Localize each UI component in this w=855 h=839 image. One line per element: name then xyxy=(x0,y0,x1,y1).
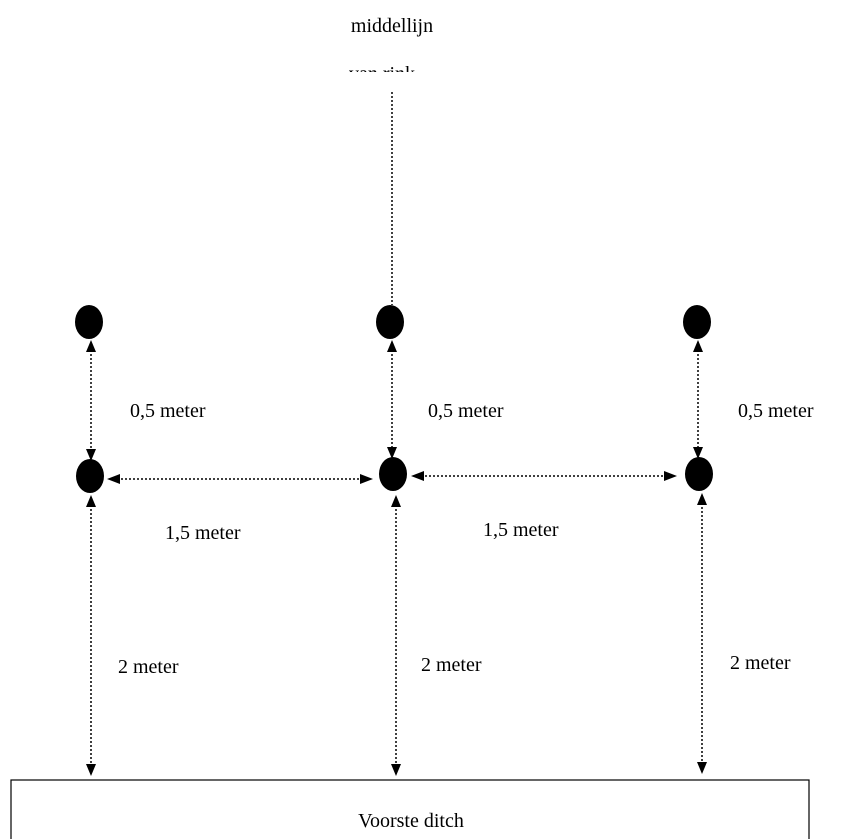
dot-top-right xyxy=(683,305,711,339)
label-vertical-large-left: 2 meter xyxy=(118,656,179,678)
label-vertical-small-right: 0,5 meter xyxy=(738,400,814,422)
label-horizontal-left: 1,5 meter xyxy=(165,522,241,544)
arrow-horizontal-left xyxy=(107,474,373,484)
arrow-horizontal-right xyxy=(411,471,677,481)
dot-mid-mid xyxy=(379,457,407,491)
label-vertical-small-left: 0,5 meter xyxy=(130,400,206,422)
label-vertical-large-mid: 2 meter xyxy=(421,654,482,676)
dot-top-left xyxy=(75,305,103,339)
dot-top-mid xyxy=(376,305,404,339)
ditch-label: Voorste ditch xyxy=(358,810,464,832)
label-vertical-large-right: 2 meter xyxy=(730,652,791,674)
label-vertical-small-mid: 0,5 meter xyxy=(428,400,504,422)
arrow-vertical-large-left xyxy=(86,495,96,776)
arrow-vertical-large-mid xyxy=(391,495,401,776)
arrow-vertical-small-left xyxy=(86,340,96,461)
ditch-box xyxy=(10,779,810,839)
centerline-label-top: middellijn xyxy=(351,15,433,37)
label-horizontal-right: 1,5 meter xyxy=(483,519,559,541)
dot-mid-left xyxy=(76,459,104,493)
arrow-vertical-small-right xyxy=(693,340,703,459)
centerline-label-bottom: van rink xyxy=(349,63,415,85)
dot-mid-right xyxy=(685,457,713,491)
arrow-vertical-large-right xyxy=(697,493,707,774)
arrow-vertical-small-mid xyxy=(387,340,397,459)
